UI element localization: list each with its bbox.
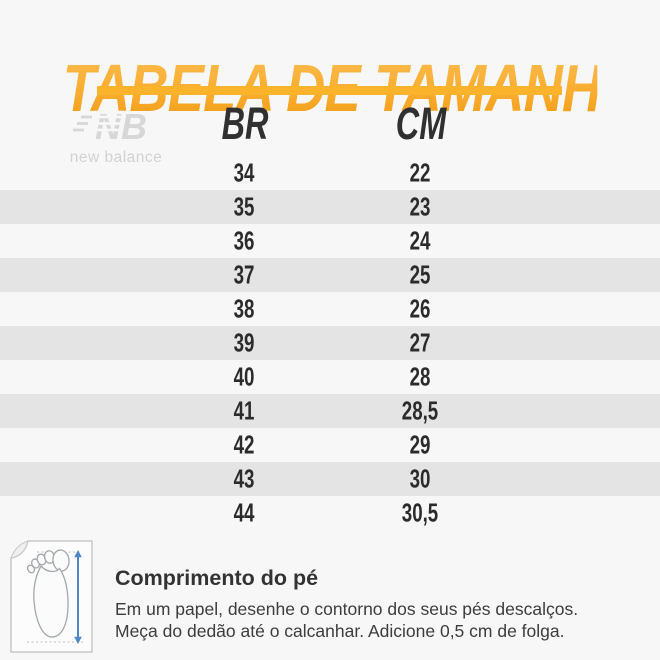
cm-size: 27	[409, 327, 431, 358]
measurement-instructions: Comprimento do pé Em um papel, desenhe o…	[115, 566, 655, 642]
nb-logo-icon: NB	[61, 106, 171, 150]
new-balance-logo: NB new balance	[61, 106, 171, 167]
br-size: 35	[233, 191, 255, 222]
table-row: 44 30,5	[0, 496, 660, 530]
br-size: 34	[233, 157, 255, 188]
measure-arrow	[74, 550, 82, 644]
br-size: 38	[233, 293, 255, 324]
cm-size: 26	[409, 293, 431, 324]
cm-size: 25	[409, 259, 431, 290]
nb-logo-wordmark: new balance	[69, 149, 163, 166]
cm-size: 30,5	[401, 497, 439, 528]
table-row: 37 25	[0, 258, 660, 292]
table-row: 36 24	[0, 224, 660, 258]
instructions-heading: Comprimento do pé	[115, 566, 319, 590]
cm-size: 23	[409, 191, 431, 222]
column-header-cm: CM	[395, 98, 447, 149]
title-underline	[97, 86, 562, 95]
br-size: 44	[233, 497, 255, 528]
svg-text:NB: NB	[95, 106, 147, 146]
cm-size: 30	[409, 463, 431, 494]
cm-size: 29	[409, 429, 431, 460]
table-row: 41 28,5	[0, 394, 660, 428]
table-row: 38 26	[0, 292, 660, 326]
br-size: 43	[233, 463, 255, 494]
column-header-br: BR	[221, 98, 269, 149]
br-size: 40	[233, 361, 255, 392]
table-row: 34 22	[0, 156, 660, 190]
br-size: 37	[233, 259, 255, 290]
table-row: 42 29	[0, 428, 660, 462]
table-row: 39 27	[0, 326, 660, 360]
cm-size: 22	[409, 157, 431, 188]
table-row: 35 23	[0, 190, 660, 224]
instructions-line-2: Meça do dedão até o calcanhar. Adicione …	[115, 620, 565, 641]
br-size: 41	[233, 395, 255, 426]
cm-size: 28,5	[401, 395, 439, 426]
size-table: 34 22 35 23 36 24 37 25 38 26 39 27 40 2…	[0, 156, 660, 530]
table-row: 43 30	[0, 462, 660, 496]
br-size: 36	[233, 225, 255, 256]
cm-size: 24	[409, 225, 431, 256]
br-size: 42	[233, 429, 255, 460]
foot-measure-icon	[7, 539, 97, 660]
instructions-line-1: Em um papel, desenhe o contorno dos seus…	[115, 599, 579, 619]
br-size: 39	[233, 327, 255, 358]
table-row: 40 28	[0, 360, 660, 394]
cm-size: 28	[409, 361, 431, 392]
